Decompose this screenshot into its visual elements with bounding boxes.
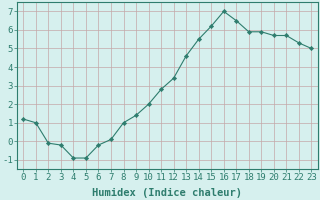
X-axis label: Humidex (Indice chaleur): Humidex (Indice chaleur) [92, 188, 242, 198]
